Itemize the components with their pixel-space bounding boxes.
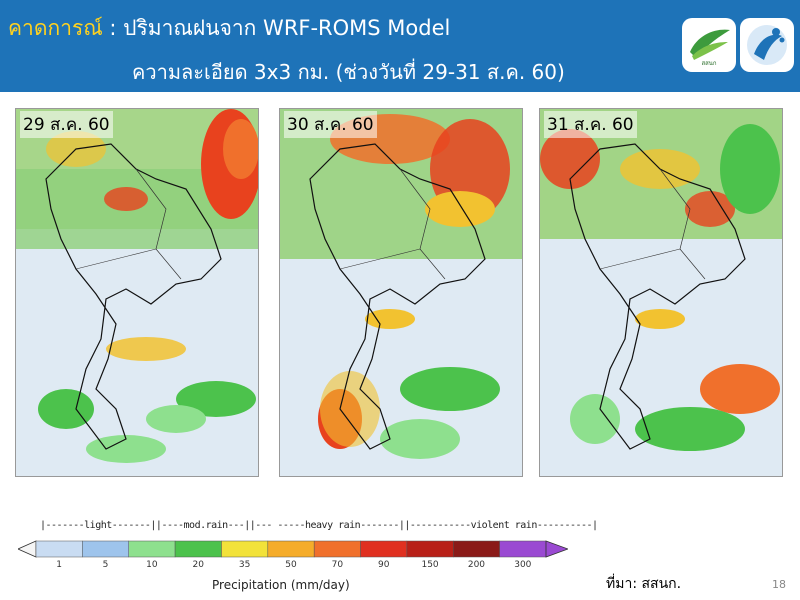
- page-subtitle: ความละเอียด 3x3 กม. (ช่วงวันที่ 29-31 ส.…: [132, 60, 565, 84]
- colorbar-segment: [453, 540, 500, 558]
- colorbar-segment: [313, 540, 361, 558]
- panel-date-label: 31 ส.ค. 60: [544, 111, 637, 138]
- colorbar-segment: [360, 540, 408, 558]
- colorbar-tick-label: 150: [421, 560, 439, 570]
- colorbar-segment: [82, 540, 129, 558]
- page-number: 18: [772, 578, 786, 591]
- colorbar-segment: [128, 540, 176, 558]
- precip-category-line: |-------light-------||----mod.rain---||-…: [40, 520, 598, 531]
- colorbar-tick-label: 50: [285, 560, 297, 570]
- forecast-map-panel-2: 30 ส.ค. 60: [279, 108, 523, 477]
- colorbar-tick-label: 300: [514, 560, 532, 570]
- title-rest: : ปริมาณฝนจาก WRF-ROMS Model: [102, 16, 451, 40]
- colorbar-tick-label: 90: [377, 560, 390, 570]
- water-drop-logo-icon: [740, 18, 794, 72]
- forecast-map-panel-3: 31 ส.ค. 60: [539, 108, 783, 477]
- title-highlight: คาดการณ์: [8, 16, 103, 40]
- colorbar-right-arrow: [545, 540, 568, 558]
- panel-date-label: 30 ส.ค. 60: [284, 111, 377, 138]
- colorbar-tick-label: 70: [331, 560, 344, 570]
- colorbar-segment: [174, 540, 222, 558]
- colorbar-segment: [35, 540, 83, 558]
- colorbar-left-arrow: [18, 540, 37, 558]
- colorbar-segment: [267, 540, 315, 558]
- precip-colorbar: [18, 540, 568, 558]
- colorbar-tick-label: 20: [192, 560, 204, 570]
- colorbar-tick-label: 1: [56, 560, 63, 570]
- header-bar: คาดการณ์ : ปริมาณฝนจาก WRF-ROMS Model คว…: [0, 0, 800, 92]
- source-credit: ที่มา: สสนก.: [606, 576, 682, 592]
- colorbar-tick-label: 10: [146, 560, 158, 570]
- colorbar-segment: [406, 540, 454, 558]
- page-title: คาดการณ์ : ปริมาณฝนจาก WRF-ROMS Model: [8, 12, 450, 45]
- colorbar-segment: [221, 540, 269, 558]
- colorbar-segment: [499, 540, 547, 558]
- logo-text: สสนก: [701, 60, 717, 67]
- colorbar-tick-label: 200: [467, 560, 486, 570]
- colorbar-tick-label: 35: [238, 560, 251, 570]
- colorbar-label: Precipitation (mm/day): [212, 578, 350, 592]
- colorbar-tick-label: 5: [102, 560, 109, 570]
- panel-date-label: 29 ส.ค. 60: [20, 111, 113, 138]
- forecast-map-panel-1: 29 ส.ค. 60: [15, 108, 259, 477]
- leaf-logo-icon: สสนก: [682, 18, 736, 72]
